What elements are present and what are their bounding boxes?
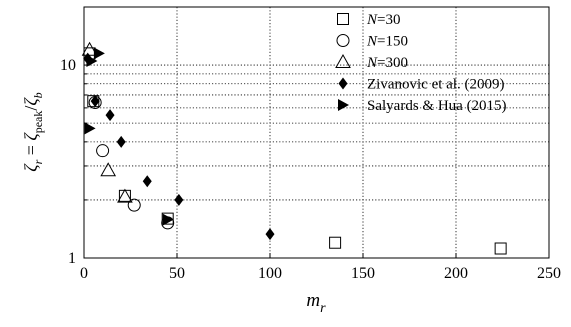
- y-axis-label: ζr = ζpeak/ζb: [21, 92, 45, 171]
- legend-marker-2: [336, 34, 350, 47]
- data-point-series-5: [93, 47, 105, 60]
- x-tick-label: 0: [80, 265, 88, 282]
- grid-lines: [84, 7, 549, 258]
- legend-marker-1: [337, 13, 349, 25]
- legend-marker-3: [335, 53, 351, 68]
- x-axis-label-subscript: r: [320, 301, 326, 316]
- legend-label-4: Zivanovic et al. (2009): [367, 77, 504, 93]
- data-point-series-3: [117, 188, 133, 203]
- x-tick-label: 50: [169, 265, 185, 282]
- x-axis-label: mr: [306, 290, 326, 316]
- plot-frame: [83, 6, 550, 259]
- data-points: [81, 41, 507, 255]
- legend-label-1: N=30: [366, 12, 400, 28]
- x-tick-label: 150: [351, 265, 375, 282]
- data-point-series-5: [162, 213, 174, 226]
- x-ticks: 0 50 100 150 200 250: [80, 253, 561, 282]
- legend-marker-5: [338, 99, 349, 111]
- data-point-series-4: [90, 95, 100, 108]
- legend-label-5: Salyards & Hua (2015): [367, 98, 507, 114]
- data-point-series-1: [494, 242, 507, 255]
- data-point-series-3: [100, 162, 117, 177]
- legend: N=30 N=150 N=300 Zivanovic et al. (2009) Sal…: [335, 12, 507, 114]
- legend-marker-4: [338, 77, 348, 90]
- data-point-series-4: [142, 175, 152, 188]
- data-point-series-5: [84, 122, 96, 135]
- data-point-series-2: [96, 144, 110, 158]
- x-tick-label: 100: [258, 265, 282, 282]
- data-point-series-4: [105, 109, 115, 122]
- data-point-series-4: [265, 228, 275, 241]
- legend-label-2: N=150: [366, 34, 408, 50]
- y-tick-label: 1: [68, 250, 76, 267]
- data-point-series-4: [174, 193, 184, 206]
- y-ticks: 1 10: [60, 57, 90, 267]
- x-tick-label: 250: [537, 265, 561, 282]
- data-point-series-2: [127, 198, 141, 212]
- data-point-series-5: [86, 54, 98, 67]
- x-tick-label: 200: [444, 265, 468, 282]
- legend-label-3: N=300: [366, 55, 408, 71]
- data-point-series-1: [329, 236, 342, 249]
- y-tick-label: 10: [60, 57, 76, 74]
- data-point-series-4: [116, 135, 126, 148]
